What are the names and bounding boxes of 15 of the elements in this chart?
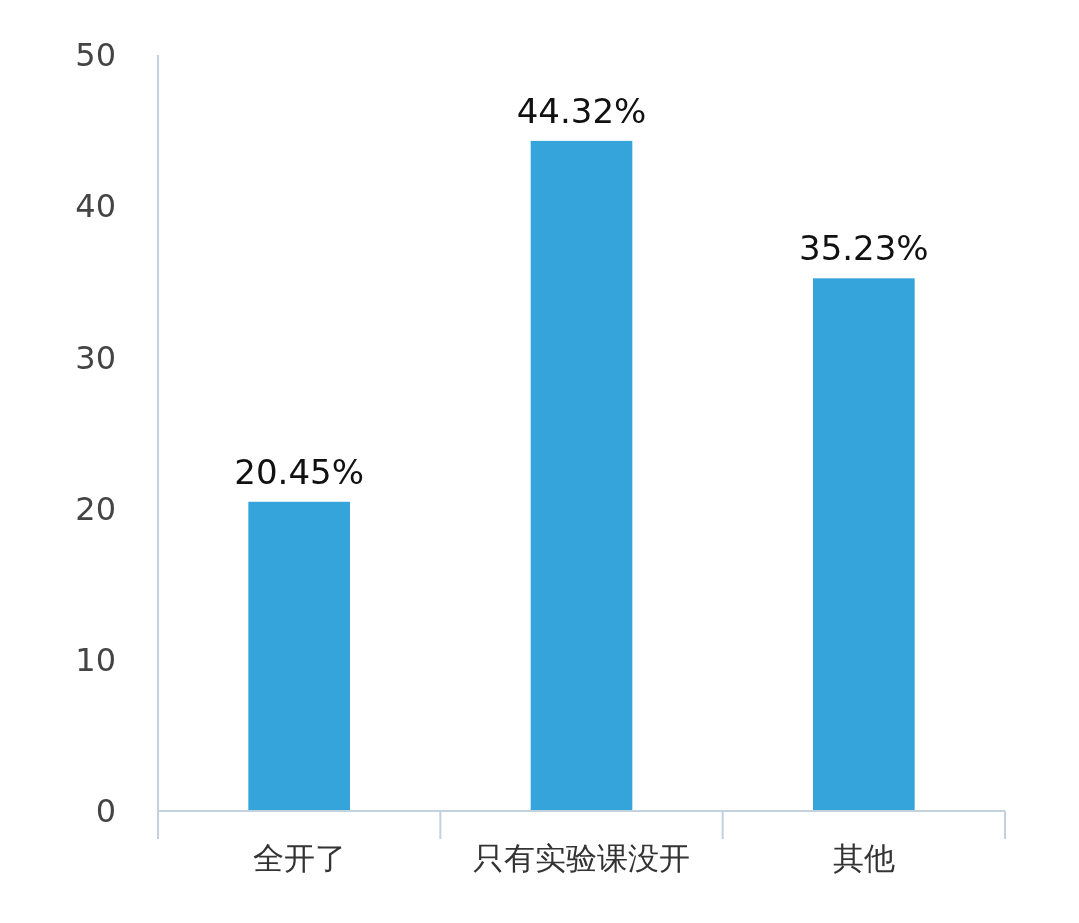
- x-tick-label: 只有实验课没开: [473, 840, 690, 876]
- y-tick-label: 50: [75, 36, 116, 75]
- data-label: 35.23%: [799, 228, 929, 269]
- x-tick-label: 其他: [832, 840, 895, 876]
- data-label: 20.45%: [234, 451, 364, 492]
- y-tick-label: 20: [75, 489, 116, 528]
- bar: [813, 278, 915, 811]
- y-tick-label: 0: [95, 792, 116, 831]
- bar: [530, 140, 633, 811]
- y-tick-label: 40: [75, 187, 116, 226]
- data-label: 44.32%: [516, 90, 647, 131]
- bar: [248, 501, 350, 811]
- y-tick-label: 30: [75, 338, 116, 377]
- x-tick-label: 全开了: [252, 840, 346, 876]
- y-tick-label: 10: [75, 641, 116, 679]
